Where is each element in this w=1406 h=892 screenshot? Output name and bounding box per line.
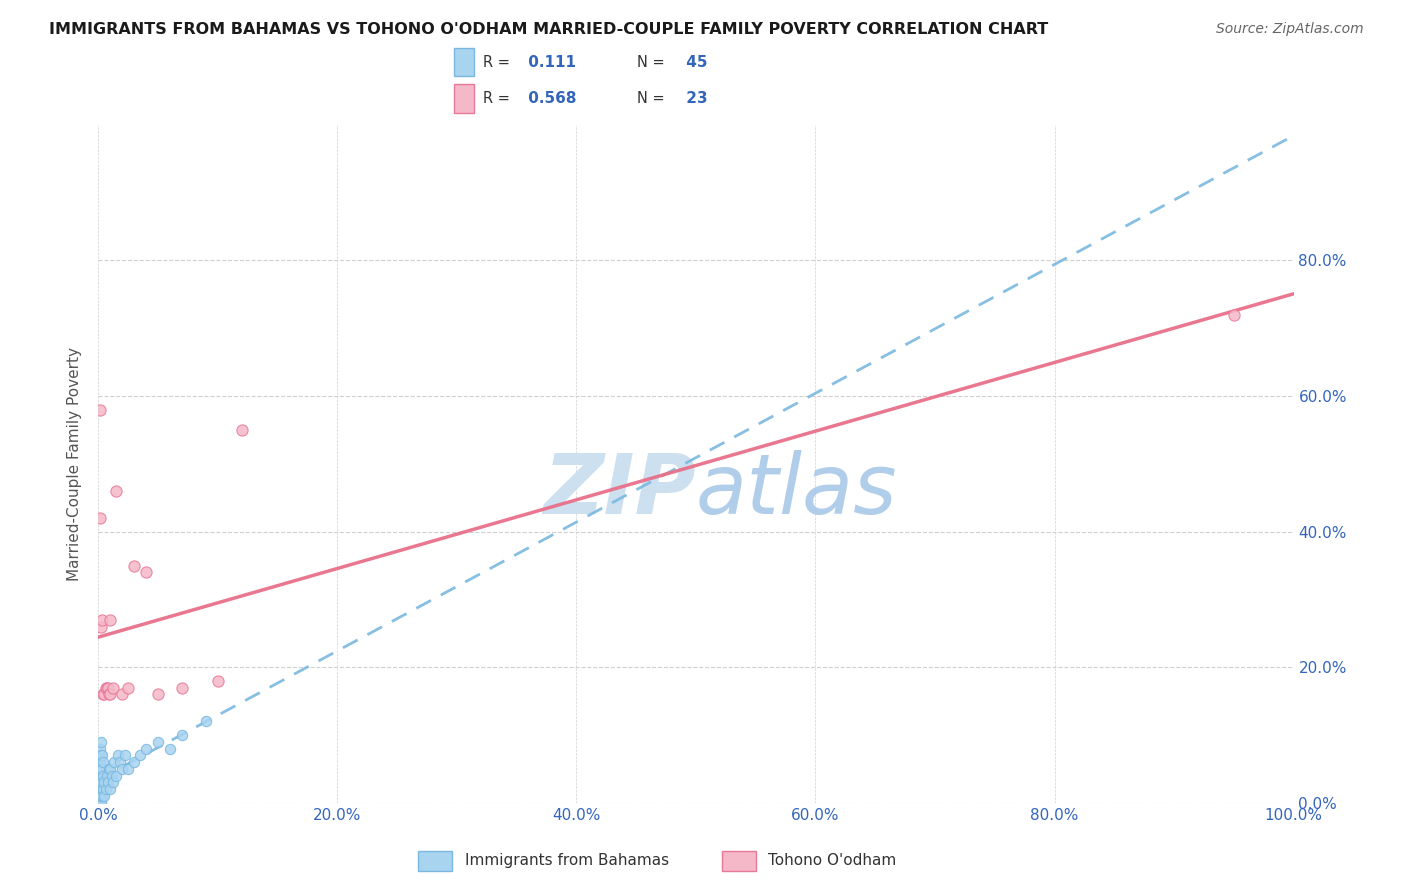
Point bbox=[105, 769, 128, 783]
Text: R =: R = bbox=[484, 54, 510, 70]
Point bbox=[90, 789, 112, 803]
Point bbox=[94, 681, 117, 695]
Text: atlas: atlas bbox=[696, 450, 897, 532]
Point bbox=[98, 762, 122, 776]
Bar bbox=[454, 84, 474, 112]
Point bbox=[93, 775, 115, 789]
Point bbox=[98, 613, 122, 627]
Point bbox=[89, 755, 111, 769]
Point bbox=[91, 762, 114, 776]
Text: 45: 45 bbox=[681, 54, 707, 70]
Bar bbox=[721, 851, 755, 871]
Text: 23: 23 bbox=[681, 91, 707, 106]
Point bbox=[159, 741, 181, 756]
Point bbox=[90, 619, 112, 633]
Point bbox=[94, 782, 117, 797]
Point bbox=[91, 775, 114, 789]
Point bbox=[90, 775, 112, 789]
Point bbox=[93, 687, 115, 701]
Point bbox=[100, 769, 122, 783]
Text: N =: N = bbox=[637, 91, 664, 106]
Point bbox=[207, 673, 229, 688]
Point bbox=[89, 775, 111, 789]
Point bbox=[90, 762, 112, 776]
Point bbox=[91, 789, 114, 803]
Point bbox=[101, 775, 124, 789]
Point bbox=[89, 741, 111, 756]
Point bbox=[114, 748, 136, 763]
Point bbox=[96, 681, 118, 695]
Point bbox=[96, 769, 118, 783]
Point bbox=[101, 681, 124, 695]
Point bbox=[1222, 308, 1246, 322]
Y-axis label: Married-Couple Family Poverty: Married-Couple Family Poverty bbox=[67, 347, 83, 581]
Point bbox=[111, 687, 134, 701]
Point bbox=[148, 687, 170, 701]
Point bbox=[91, 769, 114, 783]
Text: IMMIGRANTS FROM BAHAMAS VS TOHONO O'ODHAM MARRIED-COUPLE FAMILY POVERTY CORRELAT: IMMIGRANTS FROM BAHAMAS VS TOHONO O'ODHA… bbox=[49, 22, 1049, 37]
Point bbox=[91, 687, 114, 701]
Point bbox=[124, 755, 146, 769]
Point bbox=[89, 789, 111, 803]
Point bbox=[89, 796, 111, 810]
Point bbox=[172, 728, 194, 742]
Bar bbox=[419, 851, 453, 871]
Point bbox=[108, 755, 131, 769]
Text: Immigrants from Bahamas: Immigrants from Bahamas bbox=[465, 854, 669, 868]
Point bbox=[148, 735, 170, 749]
Text: 0.111: 0.111 bbox=[523, 54, 576, 70]
Text: Source: ZipAtlas.com: Source: ZipAtlas.com bbox=[1216, 22, 1364, 37]
Text: ZIP: ZIP bbox=[543, 450, 696, 532]
Point bbox=[129, 748, 152, 763]
Point bbox=[98, 782, 122, 797]
Point bbox=[89, 762, 111, 776]
Point bbox=[90, 735, 112, 749]
Point bbox=[117, 681, 139, 695]
Point bbox=[117, 762, 139, 776]
Text: N =: N = bbox=[637, 54, 664, 70]
Point bbox=[98, 687, 121, 701]
Point bbox=[93, 789, 115, 803]
Point bbox=[91, 748, 114, 763]
Point bbox=[98, 687, 122, 701]
Point bbox=[103, 755, 125, 769]
Point bbox=[135, 566, 157, 580]
Text: 0.568: 0.568 bbox=[523, 91, 576, 106]
Point bbox=[89, 511, 111, 525]
Text: R =: R = bbox=[484, 91, 510, 106]
Point bbox=[194, 714, 218, 729]
Point bbox=[89, 402, 111, 417]
Point bbox=[97, 681, 120, 695]
Point bbox=[89, 769, 111, 783]
Point bbox=[107, 748, 129, 763]
Point bbox=[90, 748, 112, 763]
Bar bbox=[454, 47, 474, 77]
Point bbox=[111, 762, 134, 776]
Point bbox=[98, 762, 121, 776]
Point bbox=[135, 741, 157, 756]
Point bbox=[90, 796, 112, 810]
Point bbox=[97, 775, 120, 789]
Text: Tohono O'odham: Tohono O'odham bbox=[768, 854, 896, 868]
Point bbox=[91, 613, 114, 627]
Point bbox=[124, 558, 146, 573]
Point bbox=[91, 782, 114, 797]
Point bbox=[105, 483, 128, 498]
Point bbox=[91, 755, 114, 769]
Point bbox=[172, 681, 194, 695]
Point bbox=[231, 423, 253, 437]
Point bbox=[89, 782, 111, 797]
